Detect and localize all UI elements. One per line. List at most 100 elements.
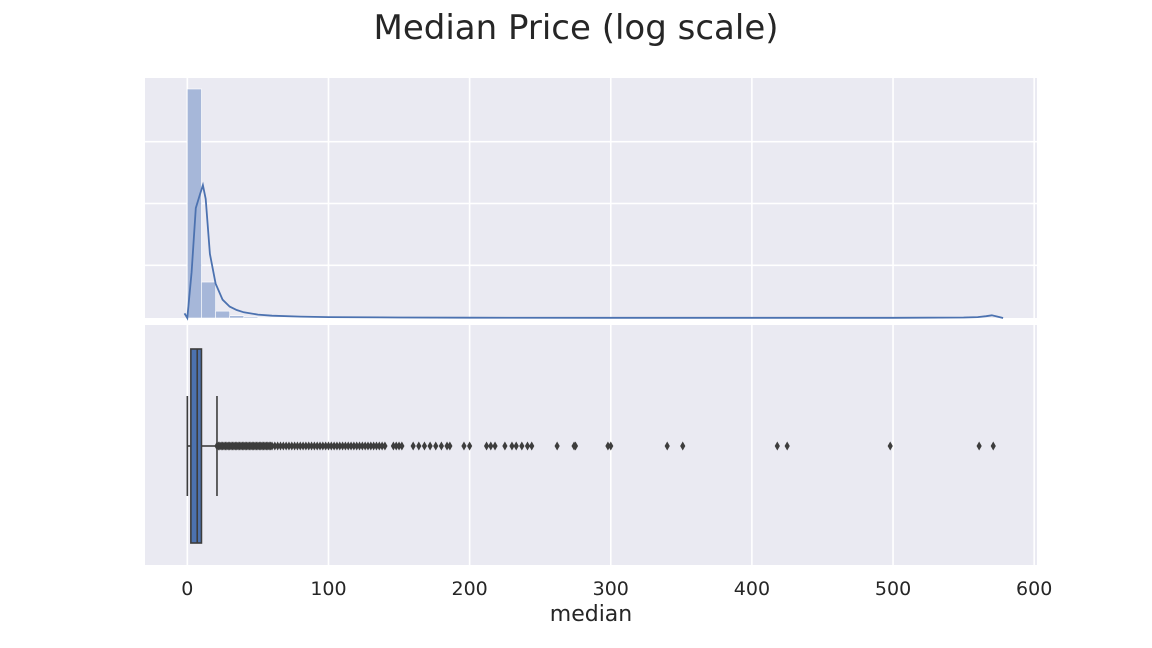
boxplot-outlier [294,441,301,451]
boxplot-outlier [323,441,329,451]
boxplot-outlier [427,441,433,451]
boxplot-outlier [524,441,531,451]
histogram-panel [145,78,1037,321]
x-tick-label: 200 [451,578,487,600]
boxplot-outlier [382,441,388,451]
boxplot-outliers [214,441,996,451]
boxplot-outlier [990,441,996,451]
histogram-bar [215,310,230,319]
boxplot-outlier [314,441,320,451]
boxplot-outlier [337,441,343,451]
boxplot-outlier [289,441,295,451]
boxplot-outlier [410,441,416,451]
boxplot-outlier [269,441,275,451]
boxplot-outlier [416,441,422,451]
boxplot-outlier [283,441,289,451]
x-tick-label: 300 [593,578,629,600]
boxplot-outlier [483,441,490,451]
boxplot-outlier [272,441,278,451]
boxplot-outlier [390,441,397,451]
boxplot-outlier [303,441,309,451]
boxplot-outlier [348,441,354,451]
boxplot-outlier [605,441,611,451]
boxplot-outlier [359,441,365,451]
boxplot-outlier [306,441,312,451]
boxplot-outlier [277,441,284,451]
boxplot-outlier [509,441,515,451]
boxplot-outlier [351,441,357,451]
boxplot-outlier [379,441,385,451]
boxplot-outlier [502,441,508,451]
x-tick-label: 600 [1016,578,1052,600]
histogram-bar [201,281,216,319]
boxplot-outlier [286,441,292,451]
boxplot-outlier [399,441,405,451]
boxplot-outlier [334,441,340,451]
boxplot-outlier [444,441,450,451]
boxplot-outlier [433,441,439,451]
histogram-bar [229,315,245,319]
x-tick-label: 500 [875,578,911,600]
x-tick-label: 0 [181,578,193,600]
x-axis-ticks: 0 100 200 300 400 500 600 [181,578,1052,600]
boxplot-outlier [774,441,780,451]
histogram-gridlines [145,78,1037,318]
histogram-bar [257,317,273,319]
boxplot-outlier [784,441,790,451]
boxplot-outlier [328,441,334,451]
histogram-bar [243,316,259,319]
boxplot-outlier [362,441,368,451]
boxplot-outlier [396,441,402,451]
histogram-bar [187,88,202,319]
boxplot-outlier [572,441,579,451]
boxplot-outlier [331,441,337,451]
boxplot-box [190,348,203,544]
histogram-bars [187,88,993,319]
boxplot-outlier [275,441,281,451]
boxplot-outlier [513,441,519,451]
boxplot-outlier [320,441,326,451]
boxplot-outlier [393,441,399,451]
boxplot-outlier [354,441,360,451]
boxplot-outlier [300,441,306,451]
boxplot-outlier [373,441,380,451]
boxplot-outlier [297,441,303,451]
boxplot-outlier [325,441,332,451]
boxplot-outlier [438,441,444,451]
boxplot-outlier [680,441,686,451]
boxplot-outlier [421,441,428,451]
boxplot-outlier [339,441,346,451]
boxplot-outlier [492,441,498,451]
x-tick-label: 100 [310,578,346,600]
boxplot-outlier [519,441,525,451]
boxplot-outlier [371,441,377,451]
boxplot-outlier [368,441,374,451]
boxplot-outlier [554,441,560,451]
chart-title: Median Price (log scale) [374,8,779,48]
boxplot-outlier [365,441,371,451]
boxplot-outlier [376,441,382,451]
boxplot-outlier [976,441,982,451]
boxplot-outlier [461,441,467,451]
boxplot-outlier [280,441,286,451]
x-tick-label: 400 [734,578,770,600]
boxplot-outlier [308,441,315,451]
boxplot-outlier [664,441,670,451]
boxplot-outlier [342,441,349,451]
boxplot-outlier [608,441,614,451]
boxplot-outlier [447,441,453,451]
boxplot-outlier [292,441,298,451]
boxplot-outlier [887,441,893,451]
boxplot-outlier [345,441,351,451]
boxplot-outlier [356,441,363,451]
boxplot-outlier [467,441,473,451]
boxplot-outlier [311,441,317,451]
histogram-plot-area [145,78,1037,318]
boxplot-outlier [317,441,323,451]
kde-line [183,181,1004,321]
x-axis-label: median [550,602,632,627]
boxplot-outlier [529,441,535,451]
boxplot-panel: 0 100 200 300 400 500 600 [145,325,1052,600]
boxplot-outlier [488,441,494,451]
